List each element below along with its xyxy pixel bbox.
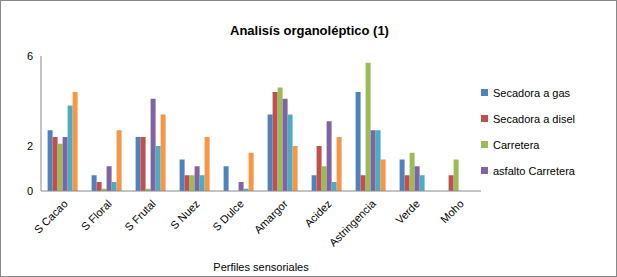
html-text:asfalto Carretera: asfalto Carretera: [493, 164, 575, 177]
svg-text:S Floral: S Floral: [79, 197, 114, 232]
svg-text:Amargor: Amargor: [252, 197, 291, 236]
svg-text:0: 0: [27, 185, 33, 197]
svg-text:S Frutal: S Frutal: [122, 197, 158, 233]
html-text:Secadora a disel: Secadora a disel: [493, 112, 575, 125]
html-text:Analisís organoléptico (1): Analisís organoléptico (1): [230, 23, 389, 38]
svg-text:Acidez: Acidez: [302, 197, 334, 229]
svg-text:Verde: Verde: [393, 197, 422, 226]
svg-text:2: 2: [27, 140, 33, 152]
svg-text:S Cacao: S Cacao: [32, 197, 70, 235]
html-text:Carretera: Carretera: [493, 138, 540, 151]
svg-text:6: 6: [27, 50, 33, 62]
svg-text:Astringencia: Astringencia: [327, 197, 379, 249]
svg-text:S Dulce: S Dulce: [210, 197, 246, 233]
svg-text:Perfiles sensoriales: Perfiles sensoriales: [213, 261, 309, 273]
svg-text:Moho: Moho: [438, 197, 466, 225]
svg-text:S Nuez: S Nuez: [168, 197, 202, 231]
html-text:Secadora a gas: Secadora a gas: [493, 86, 571, 99]
